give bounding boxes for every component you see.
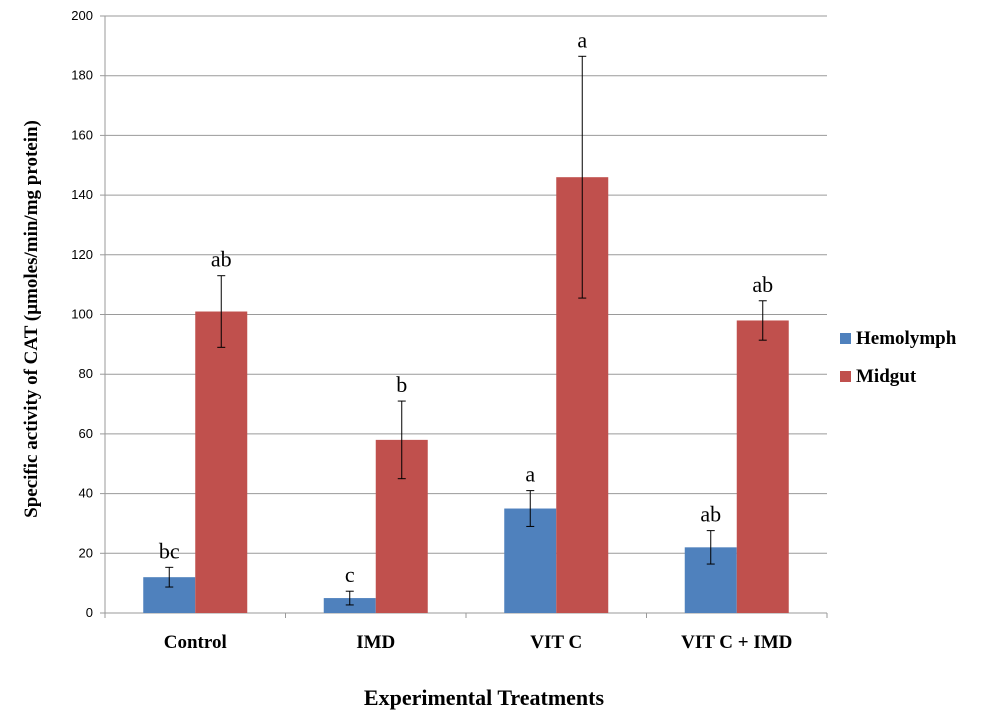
legend-swatch xyxy=(840,371,851,382)
x-category-label: VIT C + IMD xyxy=(681,632,792,653)
legend: Hemolymph Midgut xyxy=(840,328,957,387)
y-tick-label: 180 xyxy=(71,68,93,83)
y-tick-label: 0 xyxy=(86,605,93,620)
x-category-label: VIT C xyxy=(530,632,582,653)
significance-letter: b xyxy=(396,372,407,397)
significance-letters: bc ab c b a a ab ab xyxy=(159,27,773,587)
significance-letter: ab xyxy=(752,272,773,297)
y-axis-title: Specific activity of CAT (µmoles/min/mg … xyxy=(21,120,42,518)
error-bars xyxy=(165,55,767,606)
legend-label: Midgut xyxy=(856,366,917,387)
y-tick-label: 160 xyxy=(71,127,93,142)
bar-midgut xyxy=(736,320,789,613)
significance-letter: bc xyxy=(159,538,180,563)
legend-swatch xyxy=(840,333,851,344)
bar-hemolymph xyxy=(323,598,376,613)
x-axis-categories: Control IMD VIT C VIT C + IMD xyxy=(164,632,793,653)
y-tick-label: 80 xyxy=(79,366,93,381)
significance-letter: a xyxy=(577,27,587,52)
y-tick-label: 20 xyxy=(79,545,93,560)
x-axis-title: Experimental Treatments xyxy=(364,685,605,710)
bars xyxy=(143,177,789,613)
y-tick-label: 200 xyxy=(71,8,93,23)
y-tick-label: 140 xyxy=(71,187,93,202)
y-tick-label: 120 xyxy=(71,247,93,262)
significance-letter: ab xyxy=(211,247,232,272)
y-axis-ticks: 0 20 40 60 80 100 120 140 160 180 200 xyxy=(71,8,828,620)
y-tick-label: 100 xyxy=(71,307,93,322)
significance-letter: a xyxy=(525,462,535,487)
y-tick-label: 60 xyxy=(79,426,93,441)
y-tick-label: 40 xyxy=(79,486,93,501)
legend-label: Hemolymph xyxy=(856,328,957,349)
x-category-label: Control xyxy=(164,632,227,653)
significance-letter: ab xyxy=(700,502,721,527)
significance-letter: c xyxy=(345,562,355,587)
bar-midgut xyxy=(195,311,248,613)
x-category-label: IMD xyxy=(356,632,395,653)
